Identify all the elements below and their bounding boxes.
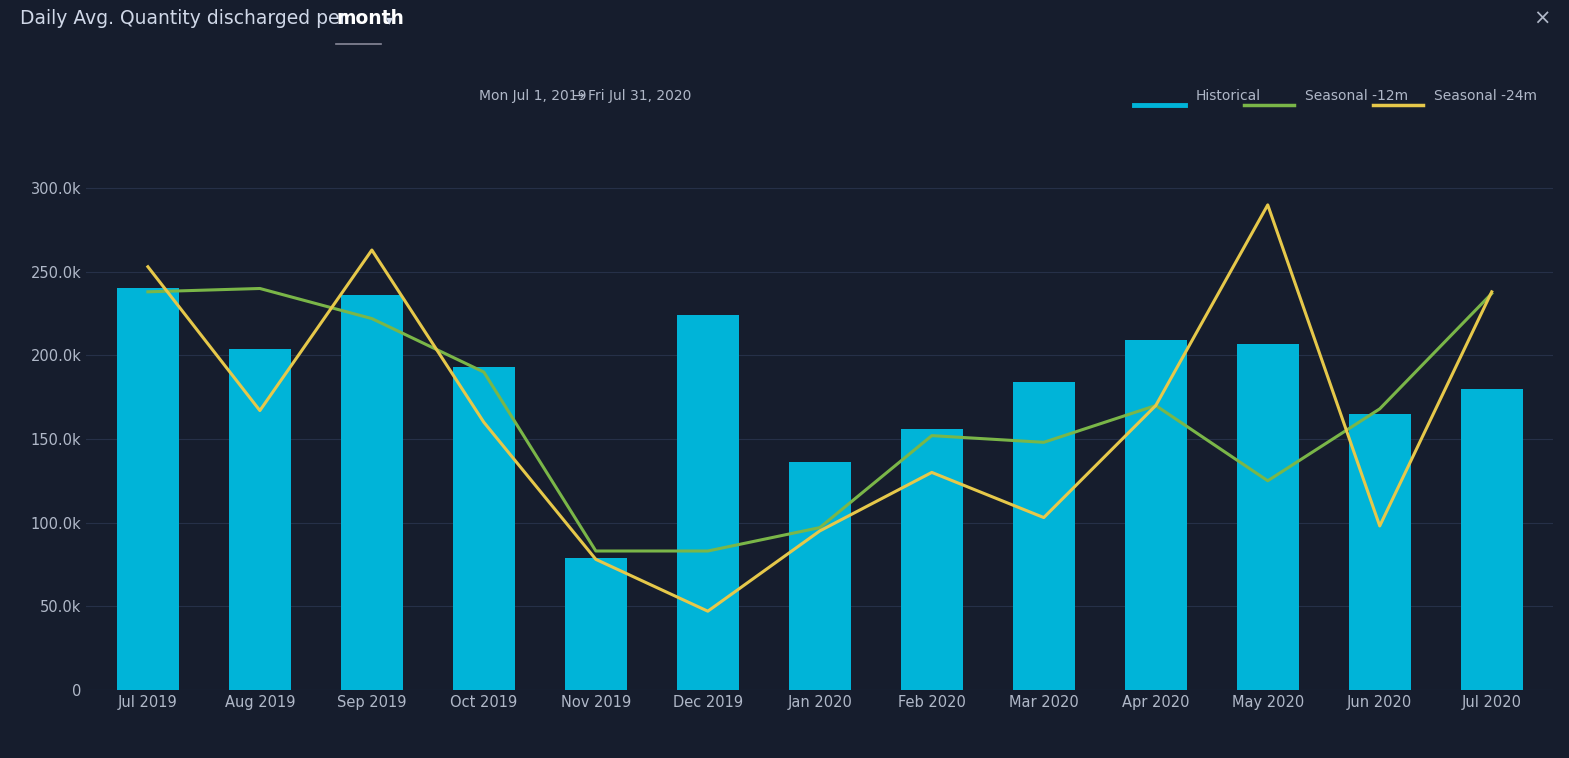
Text: Daily Avg. Quantity discharged per: Daily Avg. Quantity discharged per (20, 9, 353, 29)
Text: month: month (336, 9, 405, 29)
Text: ×: × (1533, 9, 1550, 29)
Text: Seasonal -24m: Seasonal -24m (1434, 89, 1538, 103)
Bar (453, 367, 515, 690)
Text: Mon Jul 1, 2019: Mon Jul 1, 2019 (479, 89, 587, 103)
Bar (118, 289, 179, 690)
Bar (1236, 343, 1299, 690)
Text: Seasonal -12m: Seasonal -12m (1305, 89, 1409, 103)
Text: Historical: Historical (1196, 89, 1261, 103)
Bar (901, 429, 963, 690)
Bar (565, 558, 626, 690)
Text: Fri Jul 31, 2020: Fri Jul 31, 2020 (588, 89, 692, 103)
Text: ▾: ▾ (386, 14, 392, 27)
Bar (1349, 414, 1411, 690)
Bar (676, 315, 739, 690)
Bar (1014, 382, 1075, 690)
Bar (340, 295, 403, 690)
Text: →: → (573, 89, 584, 103)
Bar (229, 349, 290, 690)
Bar (1461, 389, 1522, 690)
Bar (1125, 340, 1186, 690)
Bar (789, 462, 850, 690)
